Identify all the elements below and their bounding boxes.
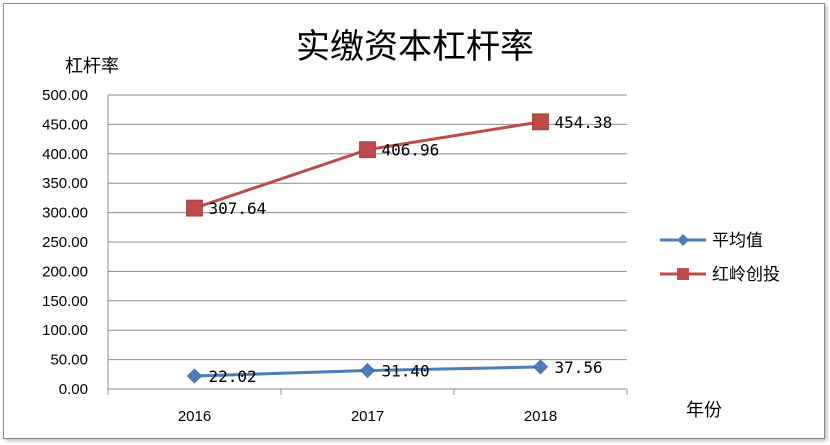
data-label: 406.96 xyxy=(382,141,440,160)
data-point xyxy=(532,359,549,375)
x-tick-label: 2018 xyxy=(524,408,557,425)
gridlines xyxy=(107,94,628,395)
y-tick-label: 200.00 xyxy=(42,263,88,280)
legend-label: 平均值 xyxy=(712,231,763,251)
y-tick-labels: 0.00 50.00 100.00 150.00 200.00 250.00 300.00 3… xyxy=(42,87,88,398)
series-line xyxy=(194,120,541,210)
y-tick-label: 300.00 xyxy=(42,205,88,222)
y-tick-label: 400.00 xyxy=(42,146,88,163)
data-point xyxy=(359,141,376,159)
x-tick-label: 2016 xyxy=(178,408,211,425)
chart-title: 实缴资本杠杆率 xyxy=(296,27,534,67)
series-2: 307.64 406.96 454.38 xyxy=(186,113,613,218)
data-point xyxy=(186,199,203,217)
y-tick-label: 250.00 xyxy=(42,234,88,251)
y-tick-label: 500.00 xyxy=(42,87,88,104)
x-tick-labels: 2016 2017 2018 xyxy=(178,408,557,425)
series-1: 22.02 31.40 37.56 xyxy=(186,358,603,386)
y-tick-label: 0.00 xyxy=(59,381,88,398)
series: 22.02 31.40 37.56 307.64 406.96 454.38 xyxy=(186,113,613,386)
data-label: 37.56 xyxy=(555,358,603,377)
data-label: 307.64 xyxy=(209,199,267,218)
y-tick-label: 100.00 xyxy=(42,322,88,339)
data-point xyxy=(359,362,376,379)
y-tick-label: 350.00 xyxy=(42,175,88,192)
data-label: 31.40 xyxy=(382,362,430,381)
data-label: 454.38 xyxy=(555,113,613,132)
data-point xyxy=(186,368,203,384)
data-point xyxy=(532,113,549,131)
y-tick-label: 50.00 xyxy=(50,352,88,369)
legend-marker xyxy=(677,268,689,280)
legend-entry: 红岭创投 xyxy=(660,265,780,285)
y-axis-title: 杠杆率 xyxy=(65,56,119,77)
y-tick-label: 150.00 xyxy=(42,293,88,310)
y-tick-label: 450.00 xyxy=(42,116,88,133)
legend-label: 红岭创投 xyxy=(712,265,780,285)
x-axis-title: 年份 xyxy=(686,400,722,421)
data-label: 22.02 xyxy=(209,367,257,386)
legend-entry: 平均值 xyxy=(660,231,763,251)
x-tick-label: 2017 xyxy=(351,408,384,425)
legend-marker xyxy=(677,234,689,246)
chart-frame xyxy=(3,3,825,439)
